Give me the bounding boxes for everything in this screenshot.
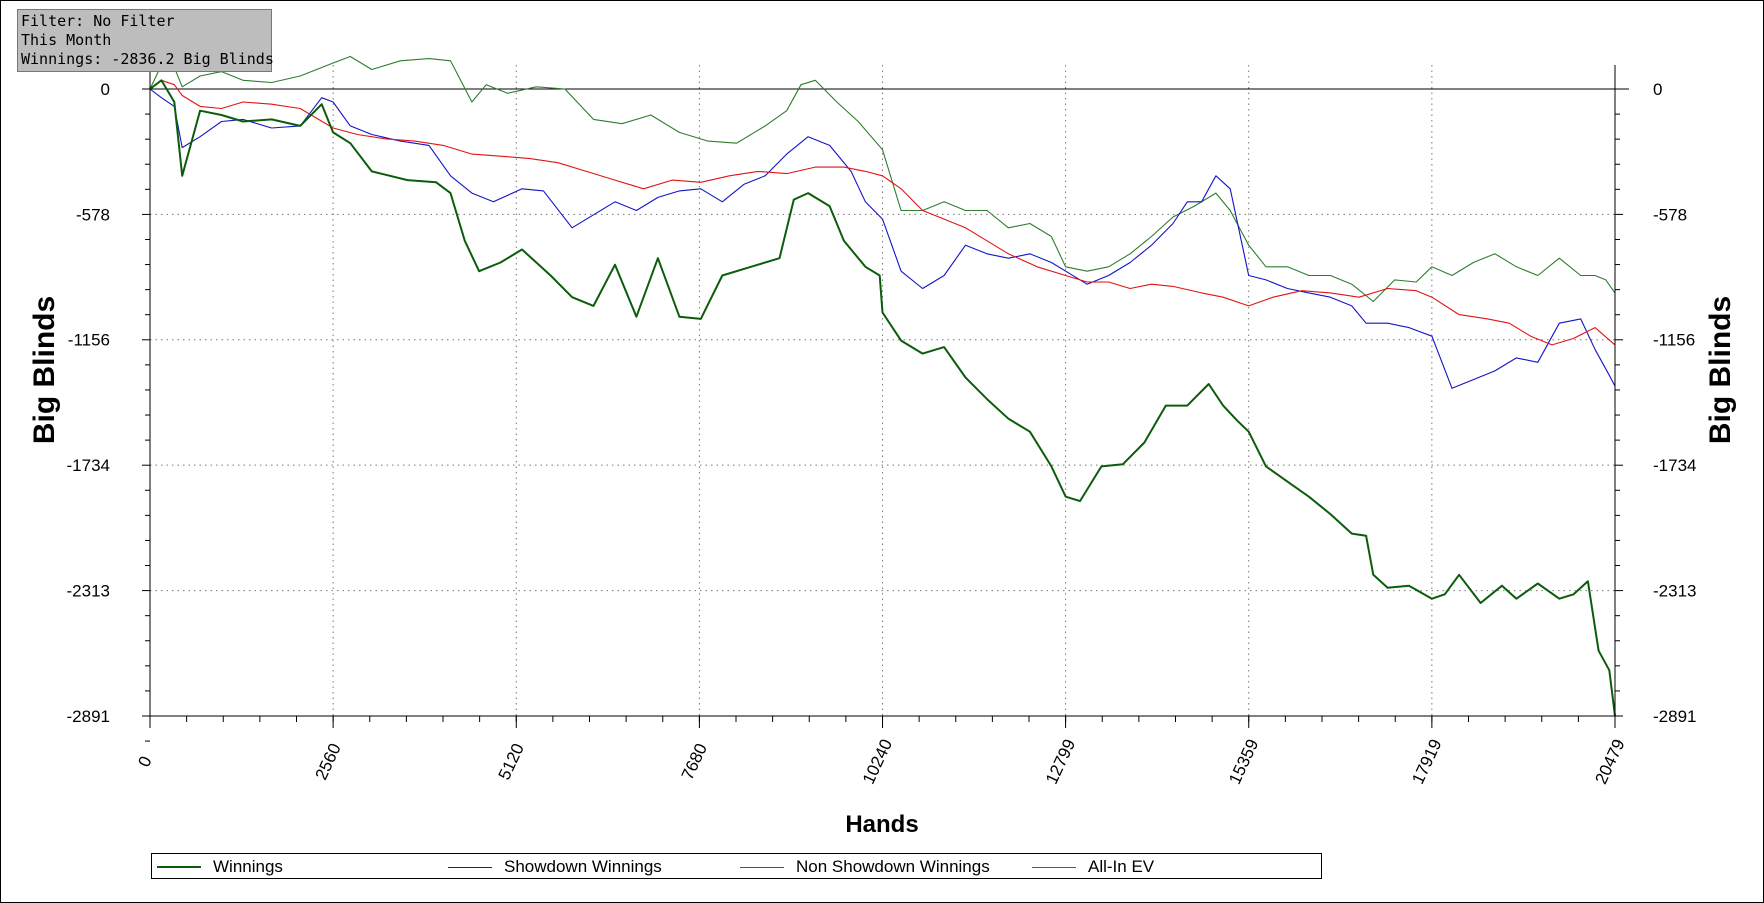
y-tick-label-left: -1734 bbox=[67, 456, 110, 475]
y-tick-label-right: -578 bbox=[1653, 205, 1687, 224]
x-tick-label: 17919 bbox=[1408, 736, 1445, 787]
x-tick-label: 12799 bbox=[1042, 736, 1079, 787]
legend: Winnings Showdown Winnings Non Showdown … bbox=[151, 853, 1322, 879]
y-tick-label-right: -1734 bbox=[1653, 456, 1696, 475]
filter-label: Filter: No Filter bbox=[21, 12, 175, 30]
series-lines bbox=[149, 55, 1616, 717]
legend-swatch-non-showdown bbox=[740, 866, 784, 868]
legend-item-non-showdown: Non Showdown Winnings bbox=[740, 857, 990, 877]
x-tick-label: 10240 bbox=[859, 736, 896, 787]
legend-label-non-showdown: Non Showdown Winnings bbox=[796, 857, 990, 876]
filter-info-box: Filter: No Filter This Month Winnings: -… bbox=[17, 9, 274, 72]
x-axis-title: Hands bbox=[845, 811, 918, 838]
y-axis-title-right: Big Blinds bbox=[1704, 296, 1737, 444]
grid bbox=[150, 65, 1629, 717]
x-tick-label: 7680 bbox=[678, 741, 711, 783]
axes: 0 0 -578 -578 -1156 -1156 -1734 -1734 -2313 -2313… bbox=[67, 65, 1696, 787]
legend-label-showdown: Showdown Winnings bbox=[504, 857, 662, 876]
y-axis-title-left: Big Blinds bbox=[28, 296, 61, 444]
legend-item-showdown: Showdown Winnings bbox=[448, 857, 662, 877]
x-tick-label: 15359 bbox=[1225, 736, 1262, 787]
y-tick-label-left: 0 bbox=[101, 80, 110, 99]
period-label: This Month bbox=[21, 31, 112, 49]
x-tick-label: 2560 bbox=[312, 741, 345, 783]
series-non-showdown-winnings bbox=[149, 79, 1616, 346]
y-tick-label-left: -1156 bbox=[68, 331, 110, 350]
legend-swatch-winnings bbox=[157, 866, 201, 868]
legend-label-winnings: Winnings bbox=[213, 857, 283, 876]
winnings-summary: Winnings: -2836.2 Big Blinds bbox=[21, 50, 274, 68]
x-tick-label: 20479 bbox=[1591, 736, 1628, 787]
legend-item-winnings: Winnings bbox=[157, 857, 283, 877]
y-tick-label-right: -2313 bbox=[1653, 582, 1696, 601]
series-winnings bbox=[149, 79, 1616, 717]
legend-item-all-in-ev: All-In EV bbox=[1032, 857, 1154, 877]
y-tick-label-right: 0 bbox=[1653, 80, 1662, 99]
y-tick-label-right: -1156 bbox=[1653, 331, 1695, 350]
legend-swatch-all-in-ev bbox=[1032, 866, 1076, 868]
y-tick-label-right: -2891 bbox=[1653, 707, 1696, 726]
legend-label-all-in-ev: All-In EV bbox=[1088, 857, 1155, 876]
legend-swatch-showdown bbox=[448, 866, 492, 868]
y-tick-label-left: -2313 bbox=[67, 582, 110, 601]
x-tick-label: 0 bbox=[134, 753, 155, 770]
series-all-in-ev bbox=[149, 55, 1616, 303]
y-tick-label-left: -2891 bbox=[67, 707, 110, 726]
x-tick-label: 5120 bbox=[495, 741, 528, 783]
y-tick-label-left: -578 bbox=[76, 205, 110, 224]
series-showdown-winnings bbox=[149, 88, 1616, 389]
